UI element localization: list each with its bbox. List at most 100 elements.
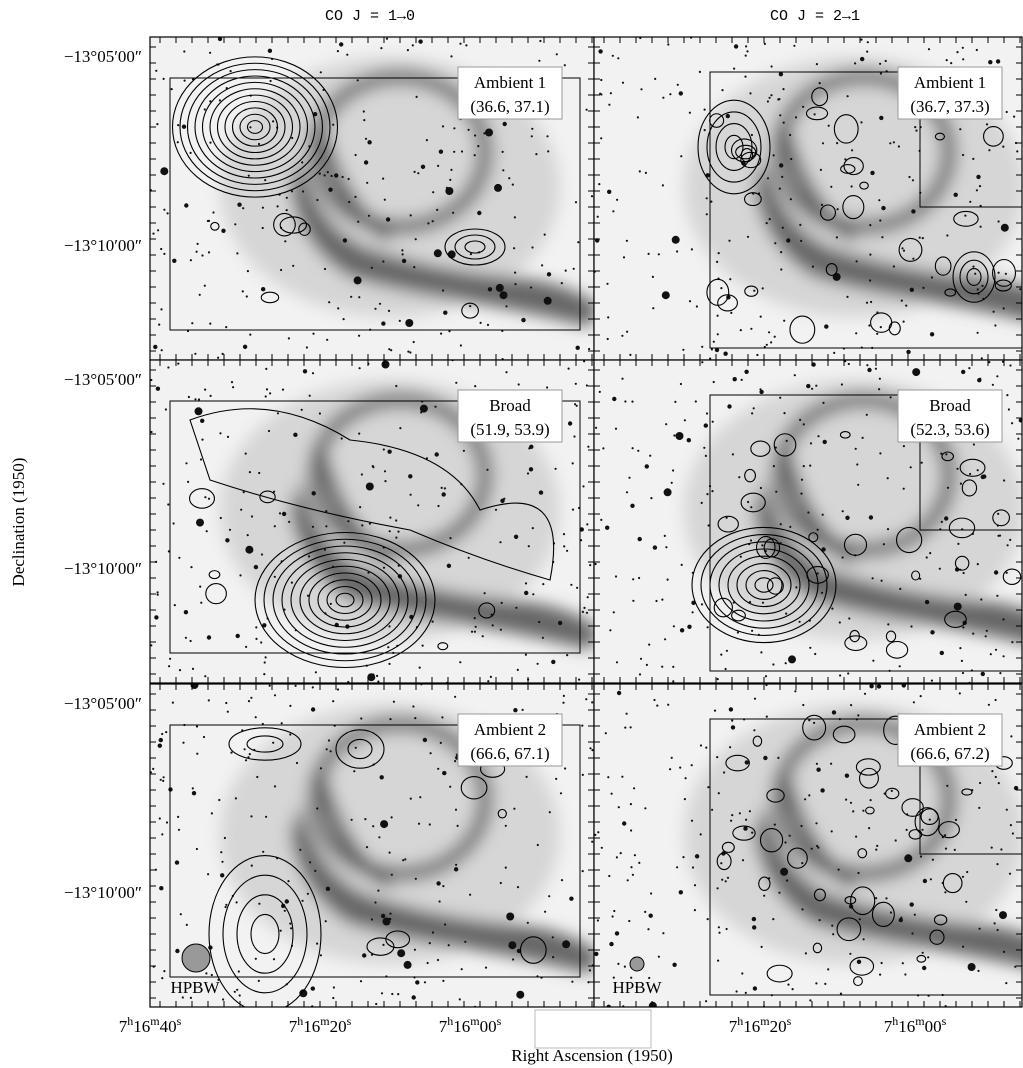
star [672, 680, 675, 683]
star [866, 364, 869, 367]
star [334, 173, 339, 178]
star [636, 116, 639, 119]
star [644, 464, 649, 469]
star [807, 511, 810, 514]
star [1009, 824, 1012, 827]
x-tick-label: 7h16m20s [289, 1014, 352, 1036]
star [626, 879, 629, 882]
contour [811, 87, 829, 107]
y-tick-label: −13°10′00″ [64, 883, 142, 902]
star [367, 214, 371, 217]
star [184, 203, 189, 208]
contour [519, 936, 547, 964]
contour [959, 458, 986, 477]
star [330, 174, 333, 178]
star [268, 684, 271, 687]
star [629, 803, 632, 806]
star [621, 81, 625, 84]
star [1005, 982, 1008, 985]
contour [697, 99, 771, 195]
panel: Ambient 2(66.6, 67.2)HPBW [594, 684, 1022, 1007]
star [997, 220, 1000, 223]
star [773, 823, 776, 826]
star [348, 200, 351, 204]
star [856, 959, 862, 964]
star [559, 792, 563, 795]
star [420, 164, 426, 169]
star [594, 951, 599, 957]
star [346, 53, 349, 56]
star [909, 287, 914, 292]
star [778, 72, 784, 77]
star [443, 310, 448, 315]
star [874, 367, 877, 370]
star [425, 139, 428, 142]
star [467, 556, 470, 559]
star [159, 886, 164, 891]
star [780, 268, 783, 271]
star [699, 833, 702, 836]
star [495, 283, 504, 292]
star [383, 323, 386, 326]
star [811, 362, 816, 367]
star [625, 491, 629, 494]
star [795, 586, 798, 589]
star [367, 140, 372, 145]
star [223, 836, 226, 840]
star [432, 191, 435, 194]
star [994, 324, 997, 327]
panel-velocities: (36.7, 37.3) [910, 97, 989, 116]
star [160, 349, 163, 352]
star [513, 534, 519, 539]
star [962, 945, 965, 948]
star [166, 212, 169, 215]
contour [216, 94, 294, 160]
contour [842, 195, 865, 220]
star [595, 426, 598, 429]
star [745, 818, 748, 821]
star [382, 566, 386, 569]
star [428, 823, 431, 826]
star [868, 827, 871, 830]
star [857, 714, 860, 717]
star [521, 317, 526, 323]
x-tick-label: 7h16m00s [439, 1014, 502, 1036]
star [922, 965, 927, 971]
star [418, 666, 421, 669]
star [714, 347, 720, 353]
nebula-tail [290, 157, 594, 327]
contour [725, 754, 750, 772]
star [731, 719, 734, 722]
star [196, 752, 199, 755]
star [470, 630, 474, 633]
star [602, 447, 605, 450]
star [438, 900, 441, 903]
star [827, 124, 830, 127]
star [811, 387, 814, 390]
star [574, 403, 577, 406]
x-tick-part: h [892, 1014, 898, 1028]
star [683, 798, 686, 801]
star [712, 380, 715, 384]
x-tick-part: 16 [133, 1017, 150, 1036]
contour [246, 735, 284, 753]
star [347, 520, 350, 523]
star [765, 222, 768, 225]
star [716, 314, 719, 317]
panel-velocities: (36.6, 37.1) [470, 97, 549, 116]
star [381, 360, 390, 369]
star [538, 59, 541, 62]
star [614, 427, 618, 430]
star [326, 338, 329, 341]
star [670, 756, 673, 759]
star [666, 578, 669, 581]
star [190, 566, 193, 569]
star [225, 326, 228, 329]
star [744, 369, 749, 374]
contour [858, 767, 879, 789]
star [249, 333, 252, 336]
star [688, 111, 691, 114]
star [682, 348, 685, 351]
star [656, 704, 659, 707]
star [866, 50, 869, 53]
